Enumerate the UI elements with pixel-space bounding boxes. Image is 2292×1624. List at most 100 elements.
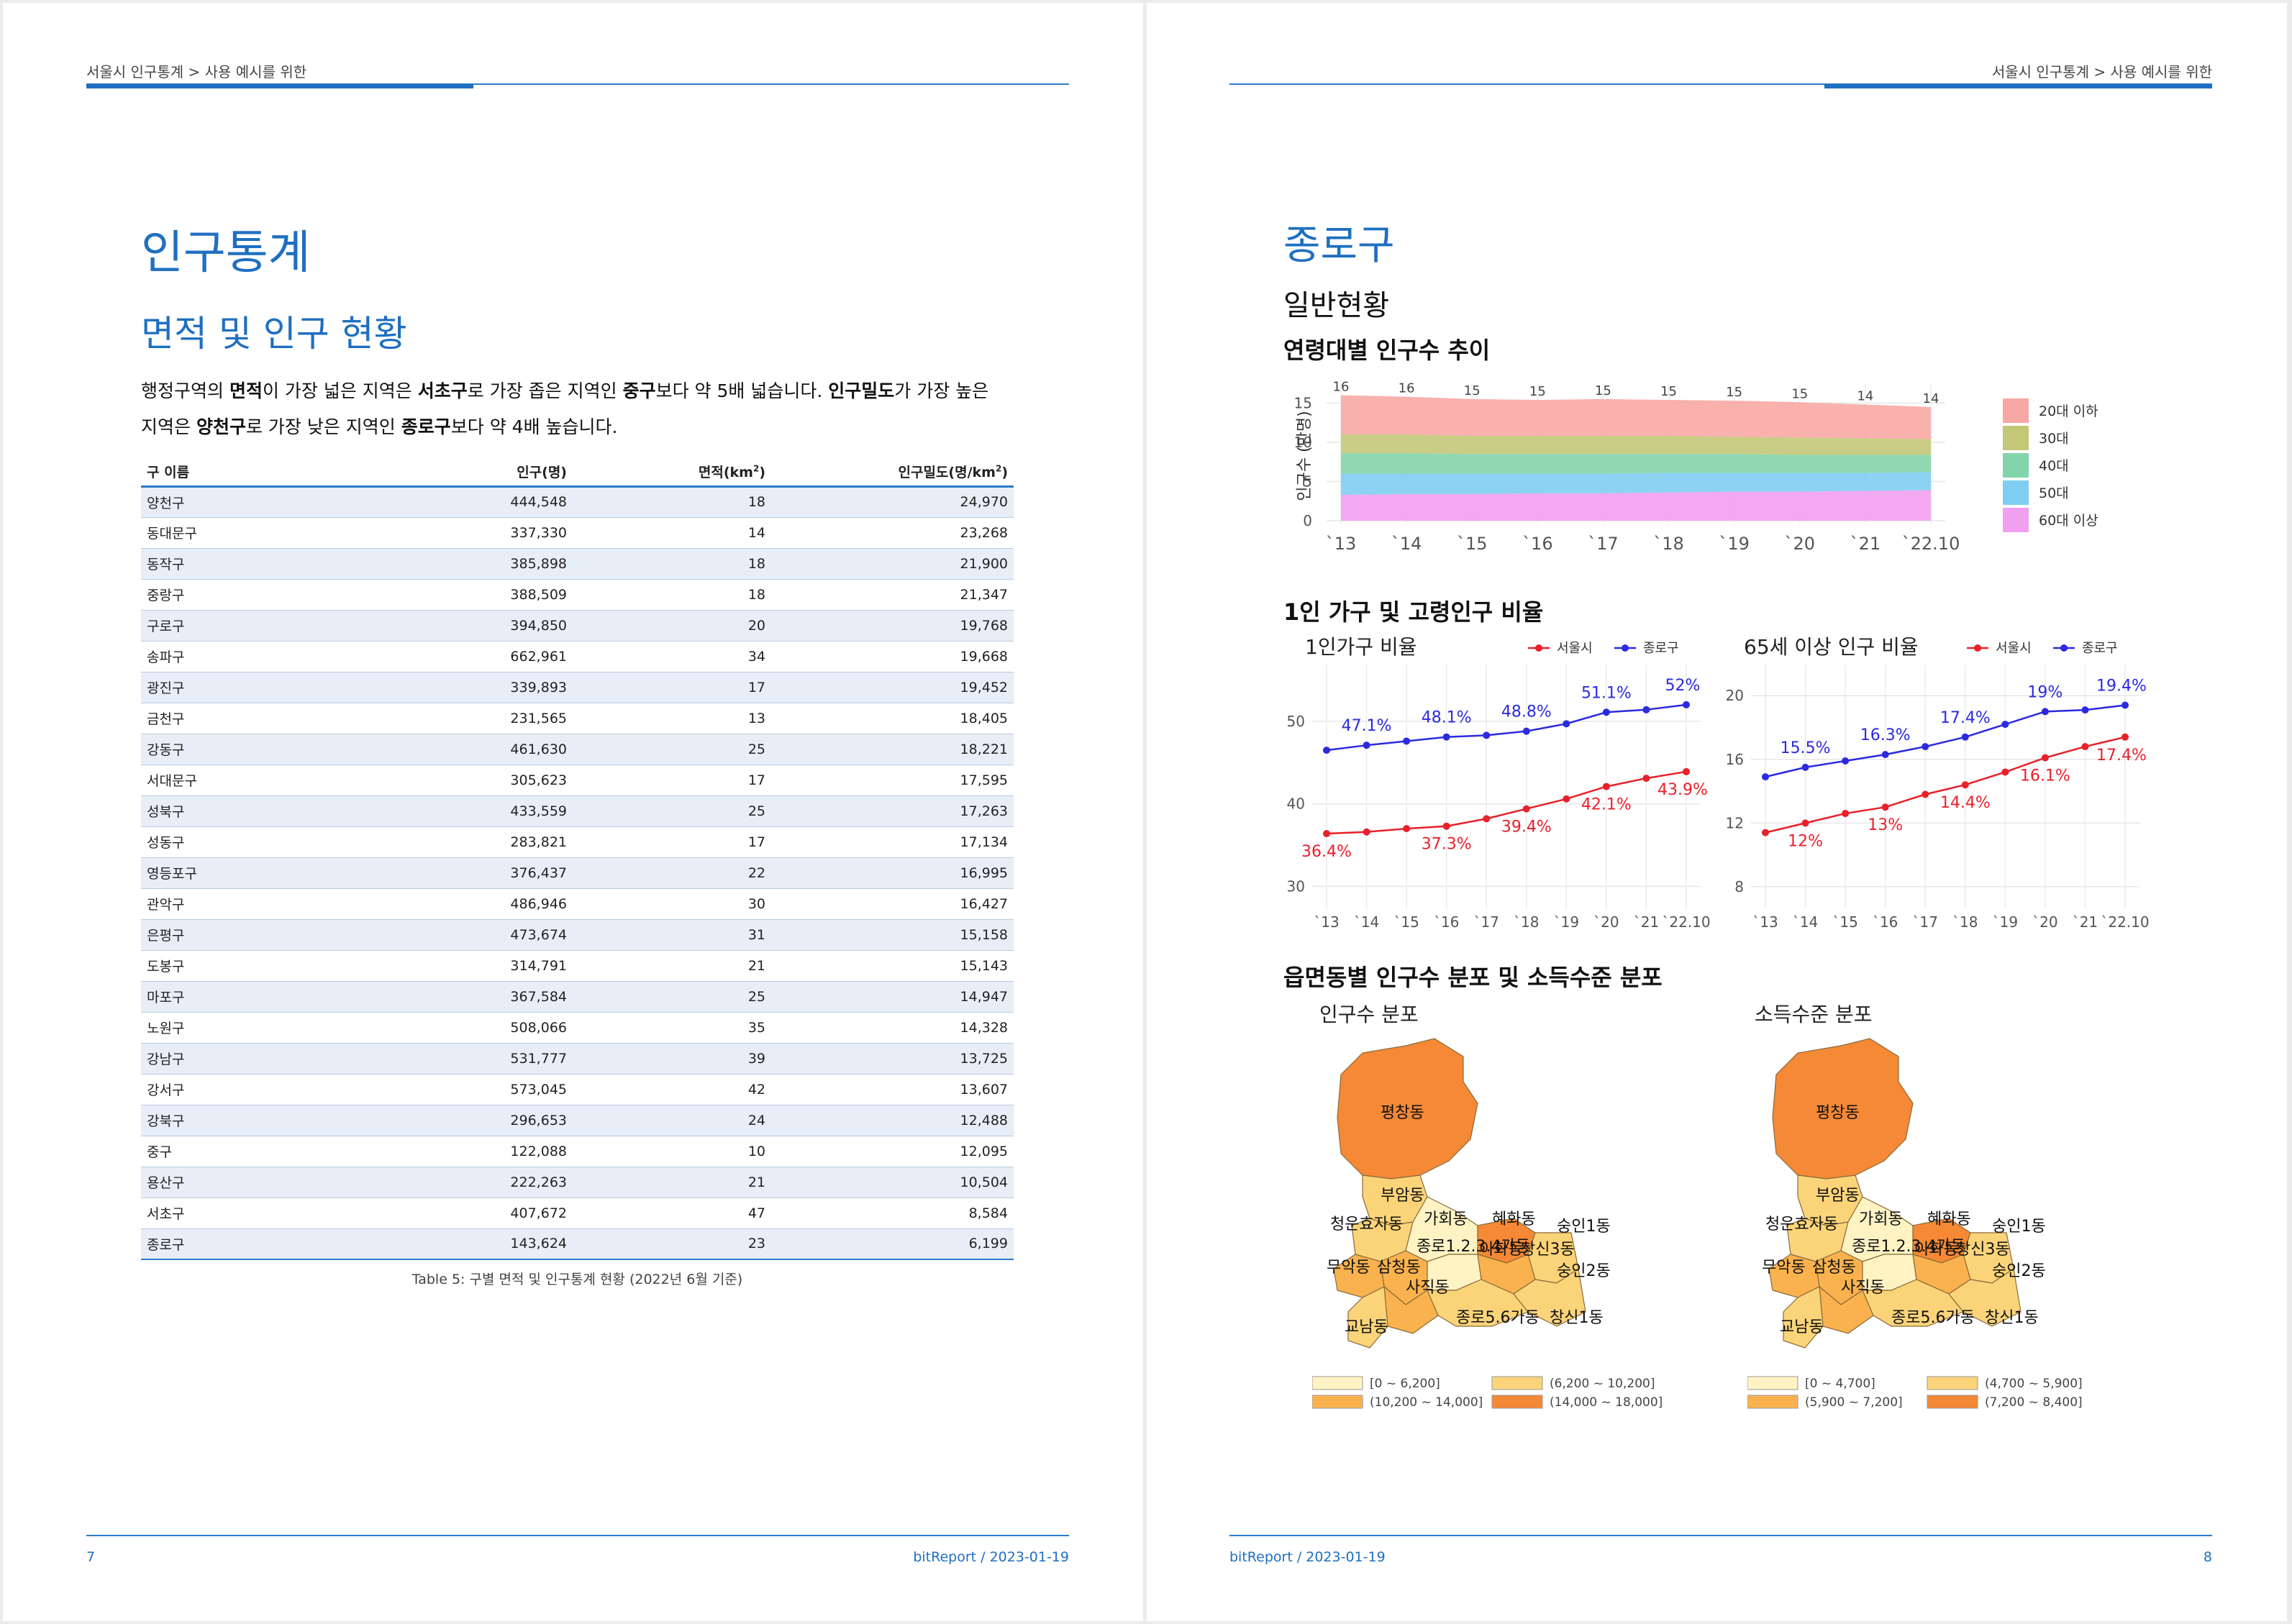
col-header-name: 구 이름 (141, 457, 357, 488)
page-title: 인구통계 (141, 227, 311, 280)
data-point (2001, 721, 2009, 729)
cell-district-name: 중랑구 (141, 579, 357, 611)
cell-district-name: 광진구 (141, 672, 357, 703)
cell-population: 407,672 (357, 1198, 573, 1229)
cell-district-name: 금천구 (141, 703, 357, 734)
legend-label: 서울시 (1996, 641, 2032, 656)
data-point (1881, 803, 1889, 811)
map-region (1783, 1286, 1824, 1349)
map-label: 숭인1동 (1557, 1218, 1611, 1236)
cell-population: 444,548 (357, 486, 573, 518)
cell-area: 42 (573, 1074, 771, 1105)
cell-district-name: 강동구 (141, 734, 357, 765)
table-row: 종로구 143,624 23 6,199 (141, 1228, 1014, 1260)
y-tick-label: 10 (1294, 434, 1312, 451)
cell-area: 13 (573, 703, 771, 734)
cell-area: 21 (573, 950, 771, 982)
data-point (1762, 829, 1769, 836)
cell-density: 17,263 (771, 795, 1014, 827)
table-row: 용산구 222,263 21 10,504 (141, 1167, 1014, 1198)
legend-label: (7,200 ~ 8,400] (1985, 1395, 2083, 1410)
cell-population: 486,946 (357, 888, 573, 920)
cell-area: 39 (573, 1043, 771, 1075)
data-label: 52% (1665, 677, 1701, 695)
x-tick-label: `13 (1326, 534, 1357, 554)
data-point (1363, 742, 1370, 749)
cell-density: 21,900 (771, 548, 1014, 580)
cell-district-name: 성동구 (141, 826, 357, 858)
cell-density: 24,970 (771, 486, 1014, 518)
cell-area: 20 (573, 610, 771, 642)
cell-district-name: 종로구 (141, 1228, 357, 1260)
data-point (1961, 733, 1969, 741)
cell-district-name: 양천구 (141, 486, 357, 518)
table-row: 성동구 283,821 17 17,134 (141, 826, 1014, 858)
series-line-서울시 (1765, 736, 2126, 834)
cell-density: 14,947 (771, 981, 1014, 1013)
map-label: 삼청동 (1812, 1259, 1856, 1277)
map-label: 창신1동 (1550, 1309, 1604, 1327)
cell-district-name: 서초구 (141, 1198, 357, 1229)
map-label: 종로5.6가동 (1891, 1309, 1975, 1327)
data-point (2081, 706, 2089, 714)
data-point (2041, 754, 2049, 762)
intro-paragraph: 행정구역의 면적이 가장 넓은 지역은 서초구로 가장 좁은 지역인 중구보다 … (141, 380, 989, 437)
data-label: 19% (2027, 683, 2063, 701)
header-breadcrumb: 서울시 인구통계 > 사용 예시를 위한 (86, 63, 307, 81)
x-tick-label: `13 (1314, 913, 1339, 931)
x-tick-label: `15 (1457, 534, 1488, 554)
ratio-section-title: 1인 가구 및 고령인구 비율 (1283, 598, 1544, 626)
header-rule (86, 83, 1069, 85)
map-label: 숭인2동 (1557, 1262, 1611, 1280)
data-label: 39.4% (1501, 818, 1552, 836)
map-label: 혜화동 (1927, 1210, 1971, 1228)
table-row: 노원구 508,066 35 14,328 (141, 1012, 1014, 1044)
data-point (1881, 751, 1889, 759)
legend-label: 30대 (2039, 431, 2069, 447)
table-row: 영등포구 376,437 22 16,995 (141, 857, 1014, 889)
page-left: 서울시 인구통계 > 사용 예시를 위한 인구통계 면적 및 인구 현황 행정구… (3, 3, 1143, 1621)
cell-area: 25 (573, 734, 771, 765)
x-tick-label: `18 (1514, 913, 1539, 931)
footer-rule (1229, 1535, 2212, 1536)
chart-title: 1인가구 비율 (1305, 635, 1417, 659)
series-line-서울시 (1326, 770, 1687, 835)
map-label: 사직동 (1841, 1279, 1885, 1297)
x-tick-label: `15 (1393, 913, 1419, 931)
x-tick-label: `16 (1873, 913, 1898, 931)
cell-population: 376,437 (357, 857, 573, 889)
cell-density: 18,405 (771, 703, 1014, 734)
table-row: 동작구 385,898 18 21,900 (141, 548, 1014, 580)
legend-swatch (1312, 1395, 1363, 1409)
y-tick-label: 30 (1287, 878, 1305, 895)
cell-population: 314,791 (357, 950, 573, 982)
x-tick-label: `17 (1473, 913, 1499, 931)
table-row: 송파구 662,961 34 19,668 (141, 641, 1014, 672)
data-point (1801, 763, 1809, 771)
x-tick-label: `21 (1634, 913, 1659, 931)
cell-population: 662,961 (357, 641, 573, 672)
data-point (1642, 706, 1650, 713)
cell-population: 385,898 (357, 548, 573, 580)
cell-density: 6,199 (771, 1228, 1014, 1260)
data-point (1403, 825, 1411, 833)
data-point (1842, 757, 1850, 765)
cell-district-name: 동대문구 (141, 517, 357, 549)
data-point (1442, 733, 1450, 741)
data-point (1483, 731, 1491, 739)
legend-label: 종로구 (1643, 641, 1679, 656)
legend-label: [0 ~ 4,700] (1805, 1377, 1875, 1391)
cell-density: 17,595 (771, 765, 1014, 796)
data-label: 16.1% (2020, 767, 2070, 785)
map-label: 무악동 (1327, 1259, 1370, 1277)
legend-label: 40대 (2039, 458, 2069, 474)
y-tick-label: 12 (1726, 814, 1744, 831)
data-point (1922, 743, 1929, 751)
cell-district-name: 강남구 (141, 1043, 357, 1075)
cell-density: 14,328 (771, 1012, 1014, 1044)
data-label: 14.4% (1940, 794, 1991, 812)
table-row: 강남구 531,777 39 13,725 (141, 1043, 1014, 1075)
cell-density: 13,725 (771, 1043, 1014, 1075)
x-tick-label: `20 (1785, 534, 1816, 554)
cell-population: 367,584 (357, 981, 573, 1013)
